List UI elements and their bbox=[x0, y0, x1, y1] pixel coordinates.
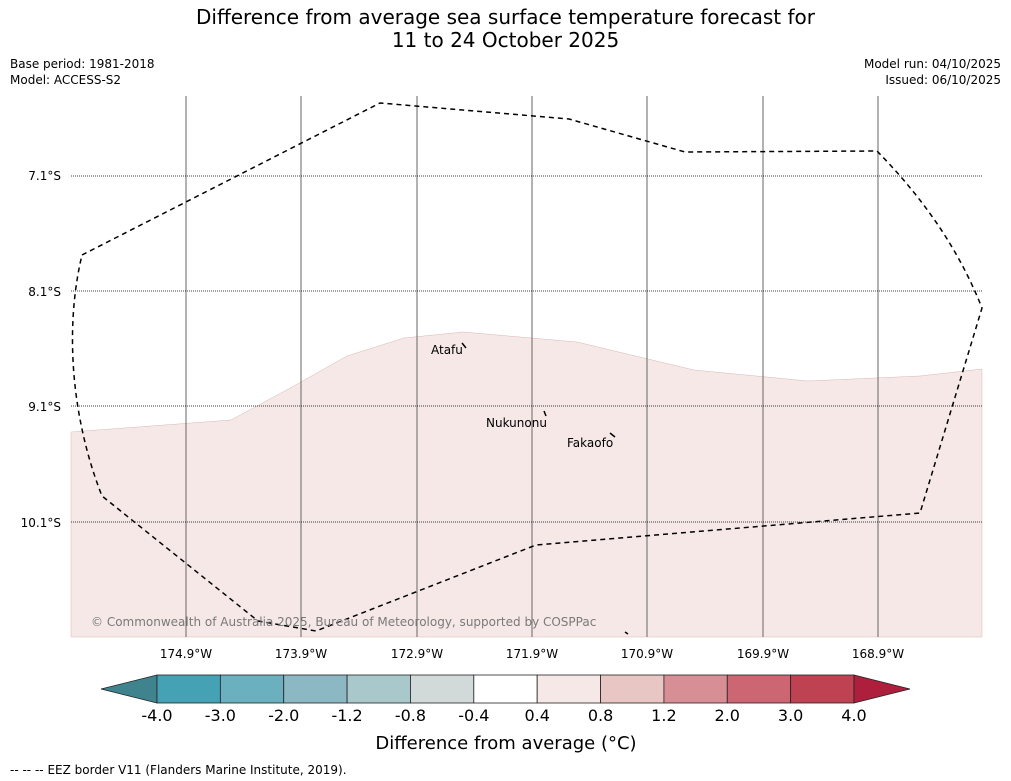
colorbar-cell bbox=[600, 674, 665, 704]
copyright-credit: © Commonwealth of Australia 2025, Bureau… bbox=[91, 615, 596, 629]
atafu-atoll-shape bbox=[461, 342, 467, 349]
map-title: Difference from average sea surface temp… bbox=[0, 6, 1011, 52]
place-labels: Atafu Nukunonu Fakaofo bbox=[431, 343, 613, 450]
lat-label-7-1s: 7.1°S bbox=[28, 169, 61, 183]
longitude-labels: 174.9°W 173.9°W 172.9°W 171.9°W 170.9°W … bbox=[160, 647, 904, 661]
colorbar: -4.0 -3.0 -2.0 -1.2 -0.8 -0.4 0.4 0.8 1.2 2.0 3.0 4… bbox=[100, 674, 911, 754]
colorbar-cell bbox=[726, 674, 792, 704]
lon-label-172-9w: 172.9°W bbox=[391, 647, 443, 661]
colorbar-arrow-low bbox=[100, 674, 158, 704]
issued-date: Issued: 06/10/2025 bbox=[885, 73, 1001, 87]
lat-label-8-1s: 8.1°S bbox=[28, 285, 61, 299]
eez-border bbox=[71, 102, 983, 632]
colorbar-arrow-high bbox=[853, 674, 911, 704]
map-panel: Atafu Nukunonu Fakaofo © Commonwealth of… bbox=[70, 96, 983, 638]
colorbar-cells bbox=[156, 674, 855, 704]
colorbar-cell bbox=[346, 674, 411, 704]
legend-footer: -- -- -- EEZ border V11 (Flanders Marine… bbox=[10, 763, 347, 777]
colorbar-cell bbox=[536, 674, 601, 704]
colorbar-tick-label: -0.8 bbox=[395, 706, 426, 725]
model-run: Model run: 04/10/2025 bbox=[863, 57, 1001, 71]
meridian-lines bbox=[185, 96, 879, 637]
colorbar-cell bbox=[663, 674, 728, 704]
colorbar-tick-label: 3.0 bbox=[778, 706, 803, 725]
colorbar-tick-label: -3.0 bbox=[205, 706, 236, 725]
colorbar-cell bbox=[219, 674, 285, 704]
lon-label-168-9w: 168.9°W bbox=[852, 647, 904, 661]
colorbar-tick-label: -4.0 bbox=[141, 706, 172, 725]
lon-label-169-9w: 169.9°W bbox=[737, 647, 789, 661]
eez-legend-symbol: -- -- -- bbox=[10, 763, 44, 777]
colorbar-cell bbox=[410, 674, 475, 704]
colorbar-cell bbox=[473, 674, 538, 704]
lon-label-174-9w: 174.9°W bbox=[160, 647, 212, 661]
colorbar-cell bbox=[790, 674, 855, 704]
colorbar-tick-label: -0.4 bbox=[458, 706, 489, 725]
meta-right: Model run: 04/10/2025 Issued: 06/10/2025 bbox=[864, 56, 1001, 88]
model-name: Model: ACCESS-S2 bbox=[10, 73, 122, 87]
colorbar-cell bbox=[283, 674, 348, 704]
colorbar-tick-label: -1.2 bbox=[331, 706, 362, 725]
swains-island-shape bbox=[624, 631, 629, 635]
colorbar-tick-label: 4.0 bbox=[841, 706, 866, 725]
latitude-labels: 7.1°S 8.1°S 9.1°S 10.1°S bbox=[21, 169, 61, 530]
nukunonu-atoll-shape bbox=[543, 410, 547, 417]
place-label-nukunonu: Nukunonu bbox=[486, 416, 547, 430]
lon-label-171-9w: 171.9°W bbox=[506, 647, 558, 661]
colorbar-cell bbox=[156, 674, 221, 704]
fakaofo-atoll-shape bbox=[609, 432, 616, 438]
lat-label-10-1s: 10.1°S bbox=[21, 516, 61, 530]
eez-legend-text: EEZ border V11 (Flanders Marine Institut… bbox=[47, 763, 347, 777]
colorbar-tick-label: 0.4 bbox=[524, 706, 549, 725]
colorbar-tick-label: 2.0 bbox=[715, 706, 740, 725]
meta-left: Base period: 1981-2018 Model: ACCESS-S2 bbox=[10, 56, 155, 88]
colorbar-tick-label: -2.0 bbox=[268, 706, 299, 725]
lon-label-170-9w: 170.9°W bbox=[621, 647, 673, 661]
title-line-1: Difference from average sea surface temp… bbox=[195, 5, 815, 29]
atolls bbox=[461, 342, 629, 635]
colorbar-tick-labels: -4.0 -3.0 -2.0 -1.2 -0.8 -0.4 0.4 0.8 1.2 2.0 3.0 4… bbox=[141, 706, 866, 725]
base-period: Base period: 1981-2018 bbox=[10, 57, 155, 71]
colorbar-tick-label: 1.2 bbox=[651, 706, 676, 725]
place-label-fakaofo: Fakaofo bbox=[567, 436, 613, 450]
colorbar-tick-label: 0.8 bbox=[588, 706, 613, 725]
colorbar-title: Difference from average (°C) bbox=[375, 733, 636, 754]
title-line-2: 11 to 24 October 2025 bbox=[391, 28, 620, 52]
place-label-atafu: Atafu bbox=[431, 343, 463, 357]
lon-label-173-9w: 173.9°W bbox=[275, 647, 327, 661]
lat-label-9-1s: 9.1°S bbox=[28, 400, 61, 414]
